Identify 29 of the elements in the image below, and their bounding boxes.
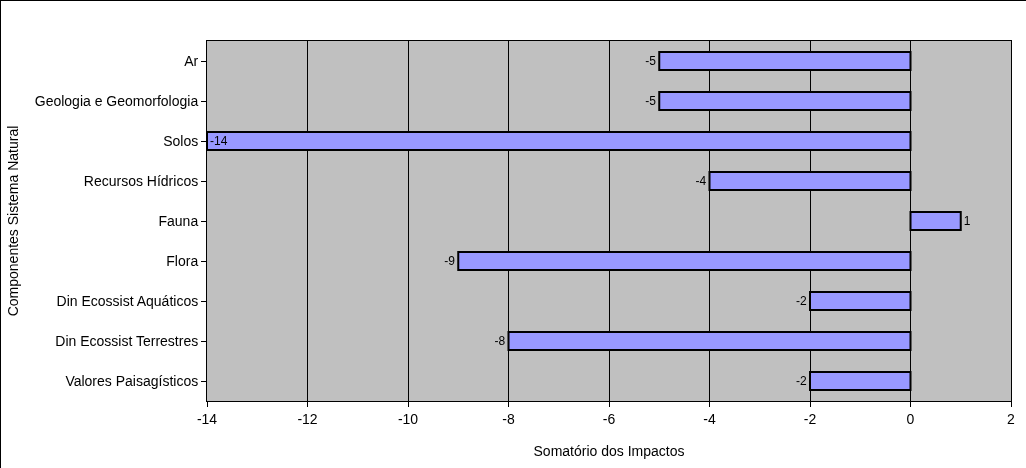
x-tick-label: -12 xyxy=(297,410,318,427)
data-label: -14 xyxy=(210,134,228,148)
data-label: -4 xyxy=(695,174,707,188)
x-tick-label: -2 xyxy=(803,410,817,427)
x-tick-label: -6 xyxy=(602,410,616,427)
y-tick-label: Ar xyxy=(184,52,199,69)
y-tick-label: Valores Paisagísticos xyxy=(65,372,199,389)
y-tick-label: Recursos Hídricos xyxy=(83,172,199,189)
y-tick-label: Solos xyxy=(163,132,199,149)
data-label: -5 xyxy=(645,54,657,68)
y-tick-label: Din Ecossist Terrestres xyxy=(55,332,199,349)
x-tick-label: -4 xyxy=(703,410,716,427)
y-tick-label: Fauna xyxy=(158,212,199,229)
y-tick-label: Geologia e Geomorfologia xyxy=(34,92,199,109)
y-axis-title: Componentes Sistema Natural xyxy=(5,125,22,317)
y-tick-label: Flora xyxy=(166,252,199,269)
x-tick-label: -14 xyxy=(196,410,218,427)
data-label: -2 xyxy=(796,294,807,308)
x-tick-label: -8 xyxy=(502,410,515,427)
data-label: -9 xyxy=(444,254,456,268)
data-label: -8 xyxy=(494,334,506,348)
x-tick-label: -10 xyxy=(397,410,419,427)
data-label: -2 xyxy=(796,374,807,388)
x-tick-label: 0 xyxy=(906,410,915,427)
data-label: 1 xyxy=(963,214,971,228)
x-tick-label: 2 xyxy=(1007,410,1016,427)
data-label: -5 xyxy=(645,94,657,108)
x-axis-title: Somatório dos Impactos xyxy=(533,443,685,460)
y-tick-label: Din Ecossist Aquáticos xyxy=(56,292,199,309)
